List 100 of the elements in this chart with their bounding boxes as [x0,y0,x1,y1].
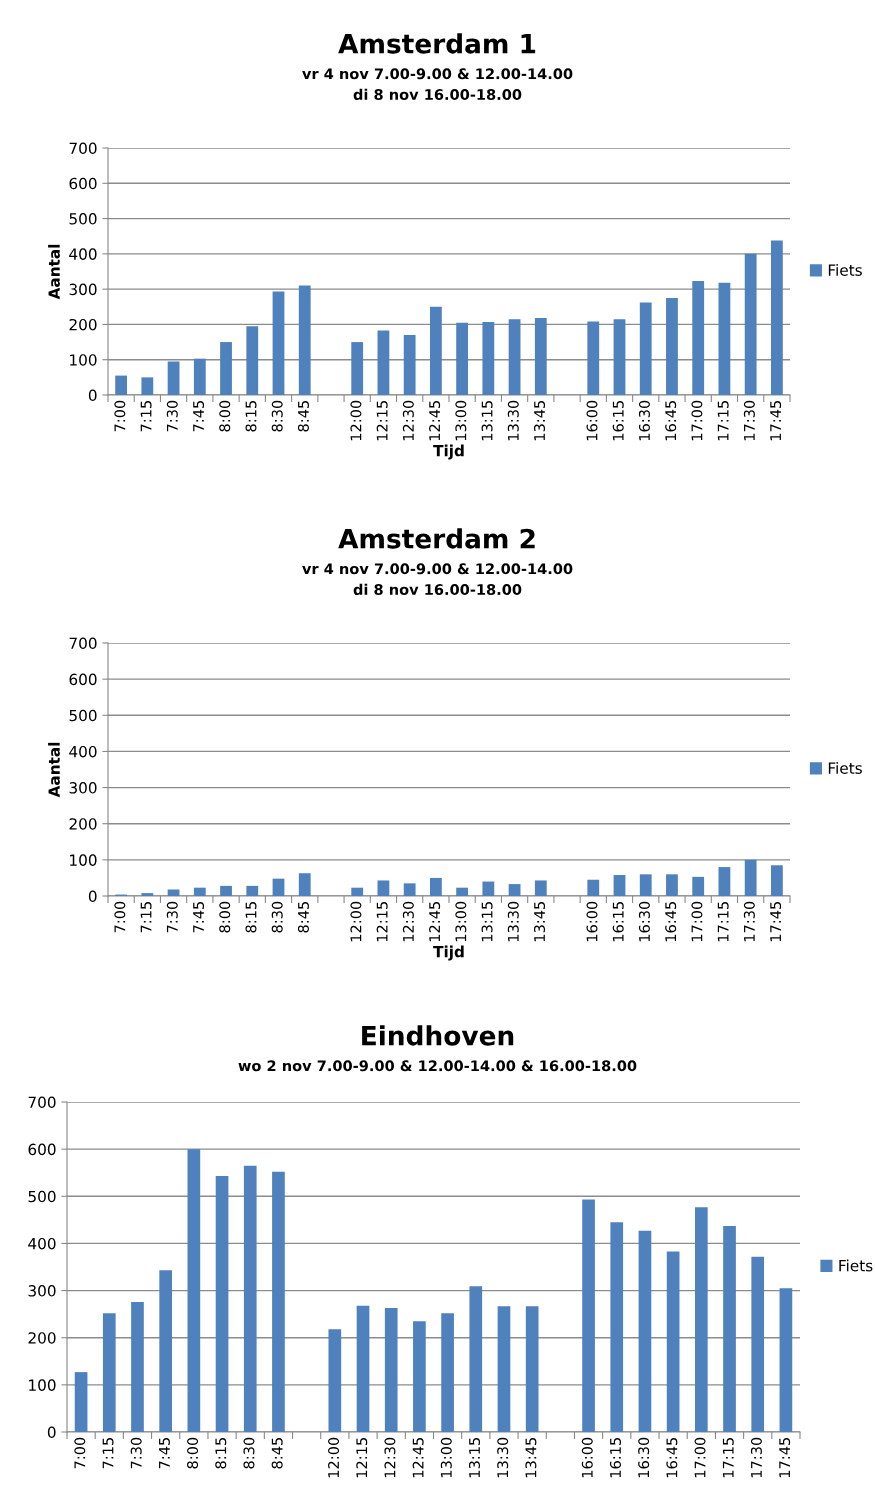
x-tick-label: 16:00 [586,901,598,942]
y-tick-label: 200 [28,1332,56,1344]
bar [638,1230,652,1432]
bar [246,326,259,395]
bar [508,319,521,395]
x-tick-label: 8:45 [297,401,309,432]
x-axis-title: Tijd [433,945,464,961]
x-tick-label: 12:30 [384,1437,396,1478]
y-tick-label: 100 [70,354,97,366]
legend-label: Fiets [839,1259,873,1272]
bar [74,1372,88,1432]
x-tick-label: 7:30 [166,901,178,933]
x-tick-label: 7:45 [193,902,205,933]
x-tick-label: 7:30 [166,400,178,432]
x-tick-label: 13:30 [497,1437,509,1478]
bar [534,318,547,395]
x-tick-label: 16:00 [586,400,598,441]
bar [723,1225,736,1432]
x-tick-label: 12:45 [429,902,441,942]
y-tick-label: 200 [69,818,97,830]
bar [639,874,652,896]
bar [587,321,600,395]
bar [751,1256,765,1432]
x-tick-label: 16:45 [666,1438,678,1478]
x-tick-label: 17:30 [743,901,755,942]
bar [377,880,390,896]
x-tick-label: 13:00 [440,1437,452,1478]
y-tick-label: 200 [69,318,97,331]
x-tick-label: 8:45 [297,902,309,933]
x-tick-label: 17:45 [770,902,782,942]
bar [351,342,364,395]
bar [187,1149,201,1432]
bar [692,876,705,896]
y-tick-label: 100 [29,1379,56,1391]
bar [141,893,154,896]
bar [610,1222,624,1432]
x-tick-label: 17:00 [694,1437,706,1478]
x-tick-label: 7:15 [140,401,152,432]
chart-subtitle: vr 4 nov 7.00-9.00 & 12.00-14.00 di 8 nov 16.00-18.00 [302,68,573,101]
bar [582,1199,595,1432]
y-tick-label: 300 [69,283,97,296]
bar [272,1171,285,1432]
x-tick-label: 12:45 [412,1438,424,1478]
bar [272,878,285,896]
y-tick-label: 300 [28,1285,56,1297]
x-tick-label: 12:45 [429,401,441,441]
bar [429,877,442,896]
x-tick-label: 17:15 [717,401,729,441]
y-tick-label: 400 [69,248,97,260]
y-tick-label: 600 [69,177,97,190]
x-tick-label: 12:15 [356,1438,368,1478]
x-tick-label: 17:30 [750,1437,762,1478]
bar [384,1308,398,1432]
x-tick-label: 7:45 [159,1438,170,1469]
bar [694,1207,708,1432]
y-tick-label: 700 [28,1096,56,1109]
x-tick-label: 12:00 [328,1437,340,1478]
bar [587,879,600,896]
bar [666,1251,680,1432]
x-tick-label: 13:45 [534,401,546,441]
x-tick-label: 17:15 [722,1438,734,1478]
bar [613,319,626,395]
y-tick-label: 0 [47,1426,56,1439]
x-axis-title: Tijd [433,444,464,460]
bar [508,884,521,896]
bar [613,875,626,896]
bar [220,342,232,395]
bar [220,885,232,896]
chart-title: Amsterdam 2 [338,528,535,549]
y-tick-label: 100 [70,854,97,866]
bar [351,887,364,896]
x-tick-label: 7:45 [193,401,205,432]
x-tick-label: 7:15 [102,1438,114,1469]
x-tick-label: 17:30 [743,400,755,441]
chart-subtitle: vr 4 nov 7.00-9.00 & 12.00-14.00 di 8 nov 16.00-18.00 [302,563,573,596]
x-tick-label: 8:15 [215,1438,227,1469]
x-tick-label: 17:45 [770,401,782,441]
bar [744,859,757,896]
bar [328,1329,342,1432]
x-tick-label: 13:00 [455,400,467,441]
y-tick-label: 600 [69,673,97,686]
bar [666,874,678,896]
bar [692,281,705,395]
y-tick-label: 700 [69,637,97,650]
y-tick-label: 700 [69,142,97,155]
x-tick-label: 12:00 [350,400,362,441]
x-tick-label: 7:00 [114,400,126,432]
x-tick-label: 8:45 [271,1438,283,1469]
bar [243,1165,257,1432]
x-tick-label: 17:15 [717,902,729,942]
x-tick-label: 16:30 [638,400,650,441]
x-tick-label: 13:15 [468,1438,481,1478]
bar [770,240,783,395]
bar [779,1288,793,1432]
x-tick-label: 16:15 [612,902,624,942]
bar [403,335,416,395]
y-tick-label: 0 [88,389,97,402]
bar [525,1306,539,1432]
x-tick-label: 13:30 [507,400,519,441]
y-tick-label: 500 [69,213,97,225]
